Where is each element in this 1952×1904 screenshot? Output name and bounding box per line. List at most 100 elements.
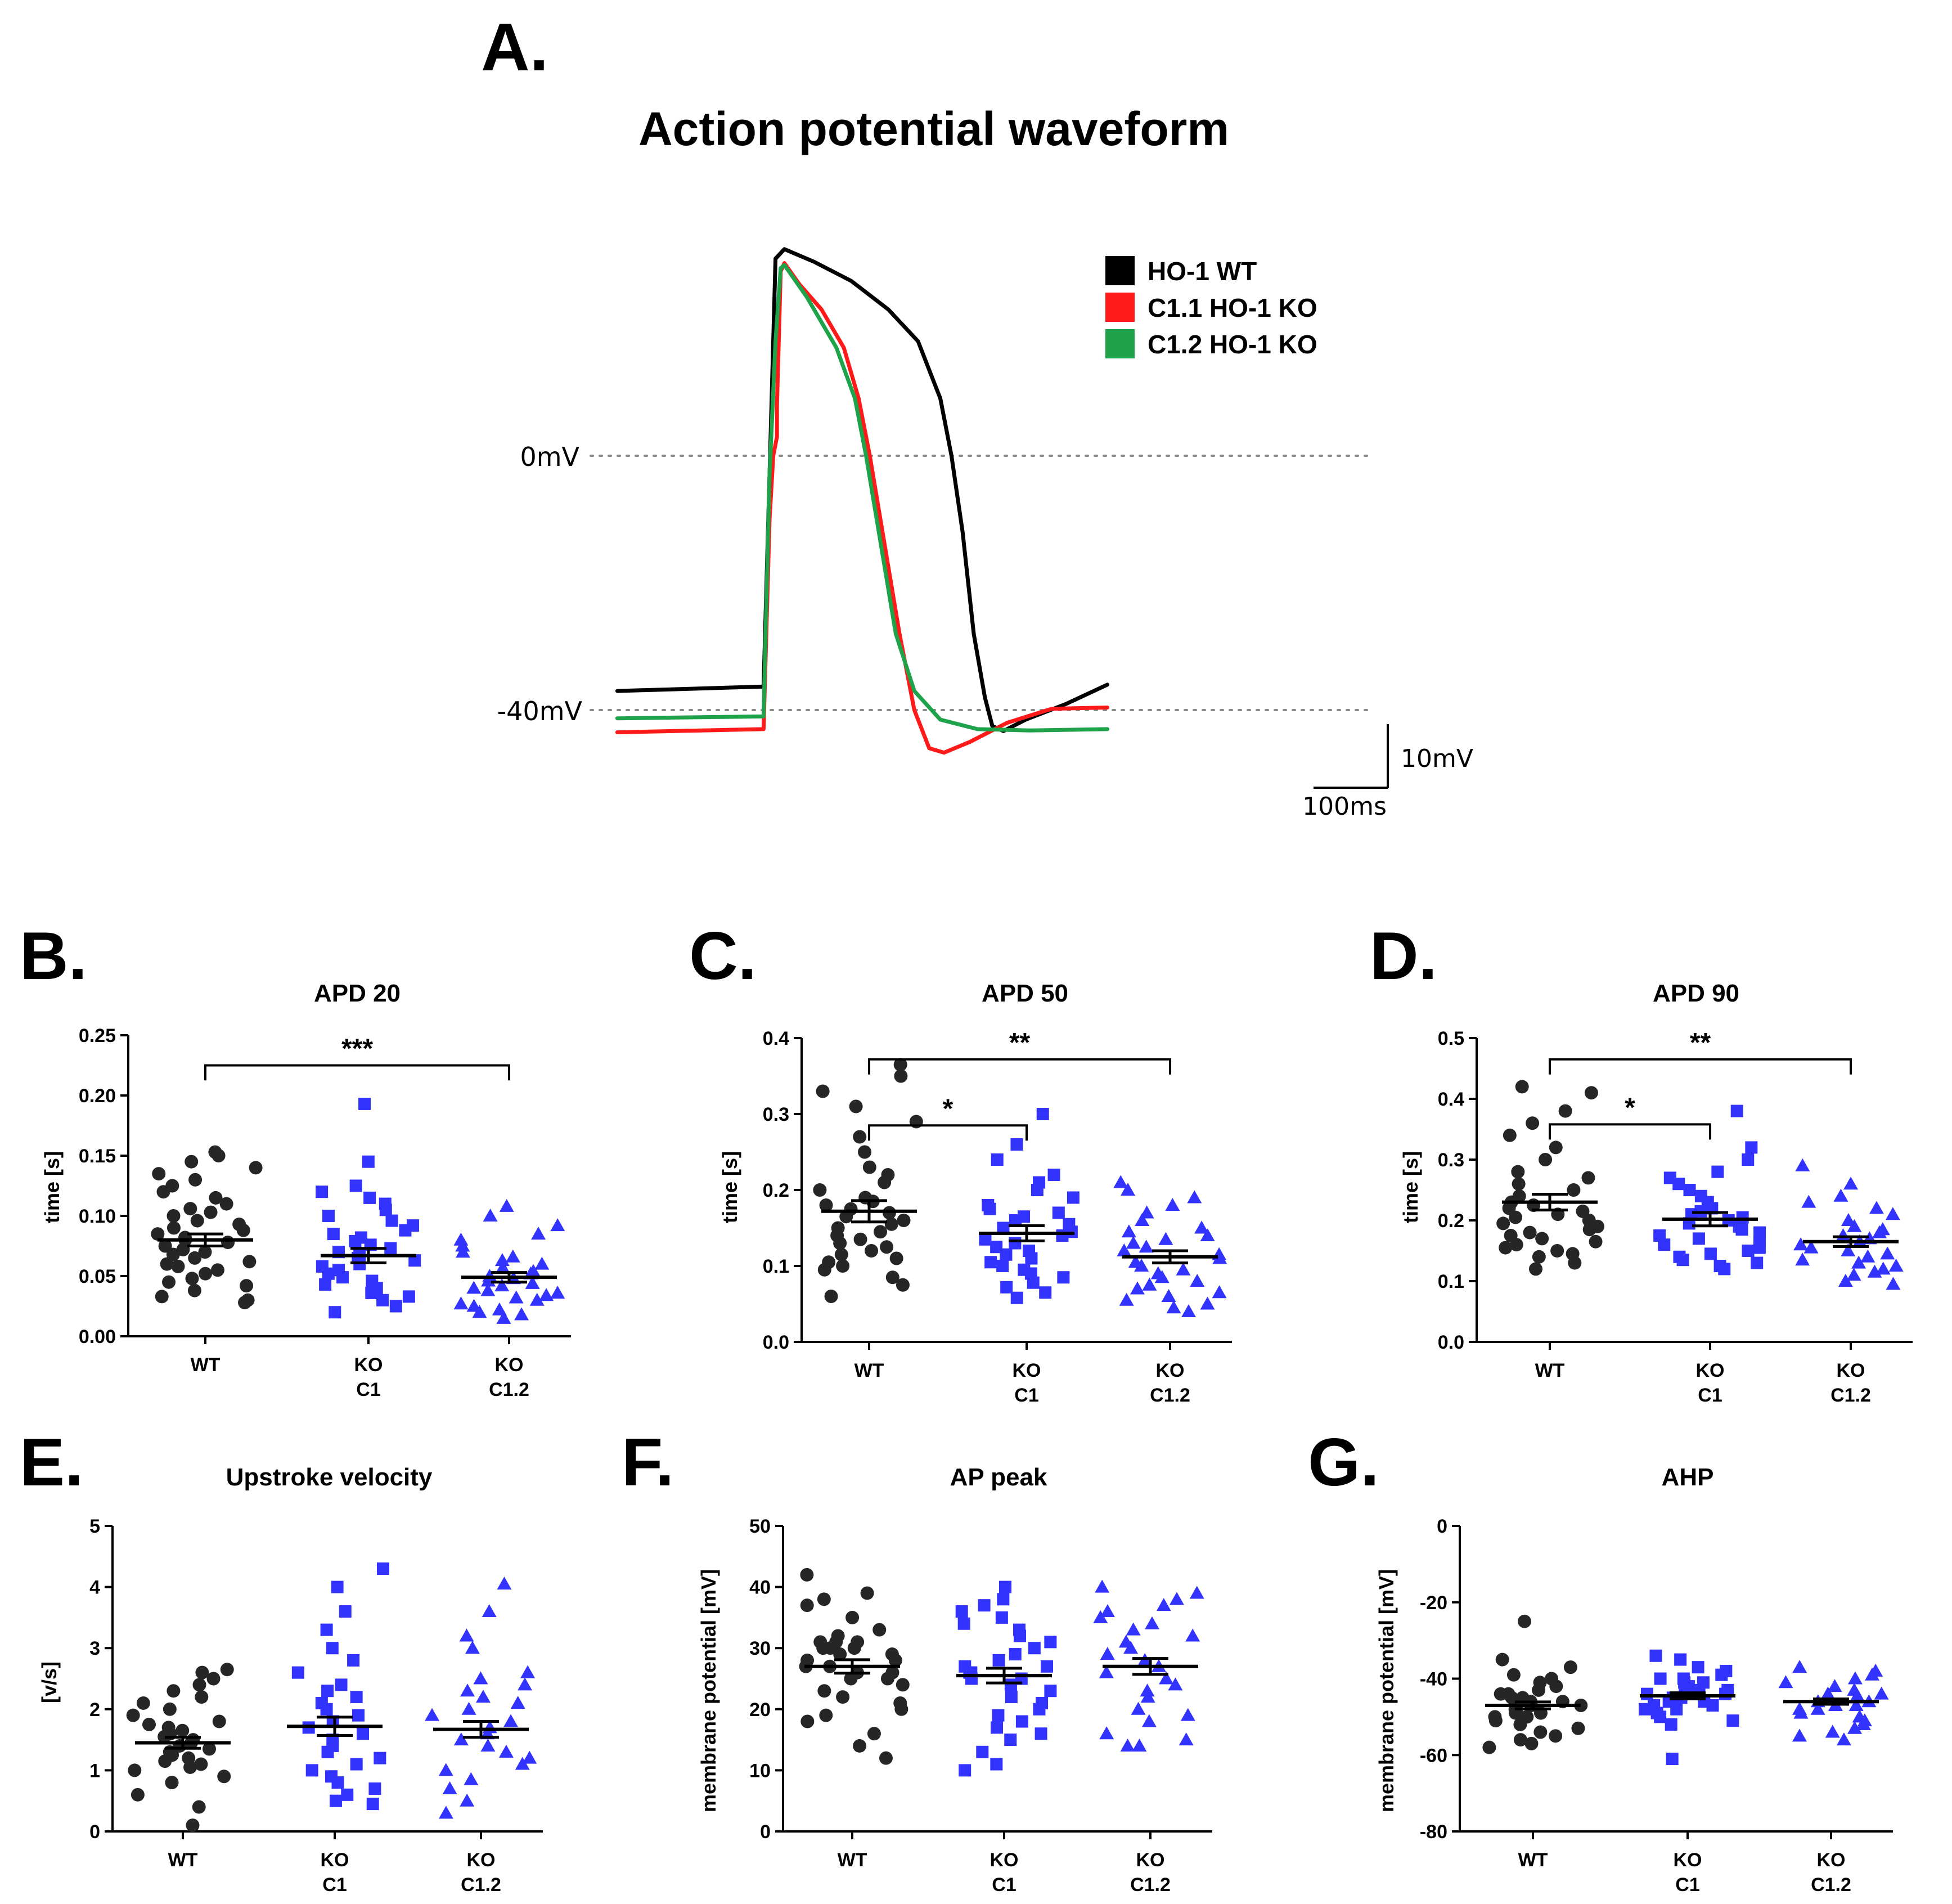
legend-swatch-c12	[1105, 329, 1135, 358]
data-point-ko-c1	[1736, 1211, 1749, 1224]
data-point-wt	[896, 1678, 910, 1692]
data-point-wt	[1558, 1104, 1572, 1118]
data-point-ko-c1	[329, 1306, 341, 1319]
data-point-wt	[167, 1221, 181, 1235]
data-point-wt	[209, 1191, 223, 1205]
data-point-ko-c1	[407, 1219, 420, 1232]
data-point-ko-c12	[1100, 1647, 1115, 1660]
data-point-ko-c12	[539, 1288, 554, 1301]
category-label: KO	[495, 1354, 524, 1376]
data-point-ko-c12	[1121, 1224, 1136, 1238]
category-label: C1.2	[489, 1379, 529, 1400]
data-point-ko-c1	[1004, 1678, 1017, 1691]
y-tick-label: 0.2	[763, 1180, 789, 1201]
panel-d-ylabel: time [s]	[1399, 1151, 1422, 1223]
data-point-ko-c12	[1142, 1277, 1157, 1291]
data-point-ko-c1	[1683, 1184, 1696, 1196]
data-point-wt	[800, 1568, 814, 1582]
data-point-ko-c1	[291, 1666, 304, 1679]
legend-swatch-wt	[1105, 256, 1135, 285]
legend-label-c11: C1.1 HO-1 KO	[1148, 293, 1317, 322]
data-point-ko-c12	[1168, 1677, 1183, 1691]
data-point-ko-c1	[984, 1256, 997, 1269]
data-point-wt	[851, 1635, 865, 1649]
data-point-ko-c12	[1200, 1296, 1215, 1310]
data-point-wt	[893, 1696, 907, 1710]
data-point-ko-c1	[1677, 1672, 1690, 1685]
y-tick-label: 0.05	[79, 1266, 116, 1287]
data-point-ko-c12	[494, 1278, 510, 1292]
data-point-ko-c12	[480, 1738, 496, 1752]
data-point-wt	[183, 1202, 197, 1216]
data-point-ko-c1	[326, 1642, 339, 1655]
data-point-ko-c12	[503, 1714, 519, 1727]
data-point-ko-c1	[1745, 1141, 1758, 1154]
data-point-ko-c12	[1119, 1292, 1134, 1306]
data-point-wt	[1512, 1177, 1526, 1191]
panel-c-title: APD 50	[982, 980, 1068, 1007]
data-point-ko-c1	[991, 1153, 1004, 1166]
data-point-ko-c12	[1810, 1701, 1825, 1715]
data-point-ko-c12	[1134, 1259, 1149, 1272]
y-tick-label: 0.1	[763, 1256, 789, 1277]
data-point-wt	[1535, 1232, 1549, 1246]
data-point-ko-c1	[1009, 1648, 1022, 1661]
data-point-ko-c12	[453, 1732, 469, 1746]
significance-label: **	[1690, 1028, 1711, 1058]
panel-b-letter: B.	[20, 918, 87, 994]
category-label: WT	[1535, 1360, 1565, 1381]
data-point-ko-c12	[1795, 1158, 1810, 1171]
data-point-wt	[831, 1629, 845, 1643]
data-point-ko-c1	[1640, 1687, 1653, 1700]
data-point-wt	[202, 1742, 216, 1756]
data-point-wt	[176, 1723, 190, 1737]
data-point-ko-c1	[408, 1254, 421, 1267]
data-point-wt	[185, 1272, 199, 1286]
data-point-ko-c12	[1166, 1300, 1181, 1314]
data-point-wt	[195, 1665, 209, 1680]
data-point-ko-c12	[1140, 1683, 1155, 1697]
y-tick-label: 3	[89, 1638, 100, 1659]
data-point-wt	[1550, 1244, 1564, 1258]
data-point-ko-c12	[460, 1793, 475, 1807]
data-point-ko-c12	[1874, 1686, 1889, 1700]
category-label: C1.2	[1830, 1385, 1871, 1406]
data-point-ko-c1	[321, 1685, 334, 1698]
category-label: C1	[322, 1874, 347, 1896]
data-point-ko-c1	[332, 1264, 345, 1277]
data-point-ko-c12	[1161, 1289, 1176, 1302]
category-label: WT	[191, 1354, 221, 1376]
data-point-ko-c1	[1751, 1256, 1764, 1269]
data-point-ko-c12	[1852, 1709, 1867, 1723]
data-point-ko-c12	[1169, 1592, 1184, 1605]
data-point-wt	[249, 1161, 263, 1175]
panel-e-title: Upstroke velocity	[226, 1463, 433, 1491]
data-point-wt	[1567, 1183, 1581, 1197]
y-tick-label: 40	[749, 1577, 771, 1598]
data-point-ko-c12	[510, 1695, 525, 1709]
data-point-ko-c12	[480, 1283, 496, 1296]
data-point-ko-c1	[1665, 1718, 1677, 1731]
data-point-wt	[1488, 1710, 1502, 1724]
data-point-wt	[1584, 1086, 1598, 1100]
data-point-ko-c12	[482, 1269, 497, 1282]
data-point-wt	[195, 1690, 209, 1704]
data-point-ko-c1	[349, 1179, 362, 1192]
data-point-ko-c12	[465, 1641, 480, 1654]
data-point-ko-c1	[1036, 1108, 1049, 1120]
data-point-wt	[800, 1653, 815, 1667]
data-point-wt	[136, 1696, 150, 1710]
panel-c-letter: C.	[689, 918, 757, 994]
data-point-ko-c1	[1742, 1153, 1755, 1166]
data-point-ko-c1	[982, 1199, 995, 1211]
data-point-ko-c1	[1013, 1623, 1026, 1636]
data-point-ko-c1	[376, 1562, 389, 1575]
data-point-wt	[240, 1279, 254, 1293]
significance-bracket	[1549, 1123, 1711, 1140]
data-point-wt	[1545, 1672, 1559, 1686]
data-point-ko-c1	[1052, 1206, 1065, 1219]
data-point-ko-c12	[1185, 1628, 1200, 1642]
data-point-wt	[1571, 1721, 1585, 1735]
data-point-ko-c1	[320, 1623, 333, 1636]
data-point-wt	[1526, 1116, 1540, 1130]
